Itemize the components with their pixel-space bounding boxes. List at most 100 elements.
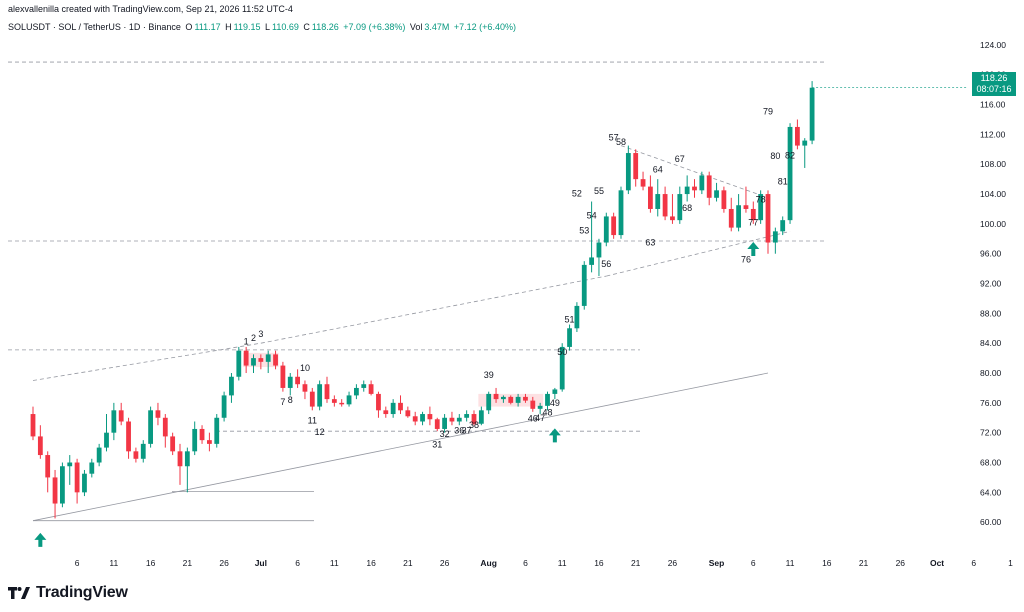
candle-body	[361, 384, 367, 388]
wave-label: 78	[756, 194, 766, 204]
candle-body	[37, 436, 43, 456]
candle-body	[633, 153, 639, 180]
trendline	[260, 275, 607, 344]
candle-body	[346, 395, 352, 405]
volume-value: 3.47M	[424, 22, 450, 32]
candle-body	[354, 387, 359, 396]
x-axis-tick: 26	[896, 558, 906, 568]
wave-label: 46	[528, 414, 538, 424]
candle-body	[787, 126, 793, 221]
candle-body	[552, 389, 558, 394]
candle-body	[412, 416, 418, 422]
symbol-name[interactable]: SOLUSDT · SOL / TetherUS · 1D · Binance	[8, 22, 181, 32]
x-axis-tick: 21	[183, 558, 193, 568]
candle-body	[493, 393, 499, 400]
y-axis-tick: 124.00	[980, 40, 1006, 50]
wave-label: 48	[542, 408, 552, 418]
candle-body	[67, 462, 73, 467]
x-axis-tick: 11	[786, 558, 795, 568]
y-axis-tick: 68.00	[980, 458, 1002, 468]
wave-label: 1	[244, 337, 249, 347]
candle-body	[581, 264, 587, 306]
y-axis-tick: 72.00	[980, 428, 1002, 438]
candle-body	[589, 257, 594, 265]
candle-body	[456, 417, 462, 422]
buy-signal-arrow	[747, 241, 760, 256]
last-price-tag: 118.26 08:07:16	[972, 72, 1016, 96]
candle-body	[508, 396, 514, 403]
open-label: O	[185, 22, 193, 32]
buy-signal-arrow	[34, 532, 47, 547]
x-axis-tick: 6	[75, 558, 80, 568]
wave-label: 80	[770, 151, 780, 161]
x-axis-tick: 26	[668, 558, 678, 568]
candle-body	[177, 451, 183, 467]
candle-body	[229, 376, 234, 396]
candle-body	[501, 396, 506, 400]
tradingview-logo[interactable]: TradingView	[8, 584, 128, 602]
candle-body	[118, 410, 124, 422]
candle-body	[677, 194, 683, 221]
x-axis-tick: 6	[751, 558, 756, 568]
candle-body	[96, 447, 102, 463]
x-axis-tick: 16	[594, 558, 604, 568]
candle-body	[295, 376, 300, 385]
x-axis-tick: 16	[366, 558, 376, 568]
candle-body	[758, 194, 764, 221]
candle-body	[567, 328, 572, 347]
wave-label: 51	[565, 314, 575, 324]
candle-body	[265, 354, 271, 362]
candle-body	[611, 216, 617, 236]
candle-body	[780, 220, 786, 232]
wave-label: 50	[557, 347, 567, 357]
candle-body	[331, 399, 337, 403]
candle-body	[427, 414, 433, 420]
wave-label: 2	[251, 333, 256, 343]
wave-label: 12	[315, 427, 325, 437]
candle-body	[74, 462, 80, 493]
x-axis-tick: 11	[330, 558, 339, 568]
wave-label: 54	[587, 211, 597, 221]
candle-body	[420, 414, 425, 422]
candle-body	[706, 175, 712, 198]
y-axis-tick: 64.00	[980, 487, 1002, 497]
candle-body	[89, 462, 95, 474]
candle-body	[530, 400, 536, 409]
x-axis-tick: 26	[440, 558, 450, 568]
wave-label: 57	[609, 132, 619, 142]
wave-label: 55	[594, 186, 604, 196]
wave-label: 10	[300, 363, 310, 373]
x-axis-tick: 21	[859, 558, 869, 568]
wave-label: 67	[675, 154, 685, 164]
candle-body	[376, 393, 381, 411]
wave-label: 37	[462, 425, 472, 435]
y-axis-tick: 112.00	[980, 129, 1006, 139]
candle-body	[648, 186, 653, 209]
wave-label: 32	[440, 429, 450, 439]
candle-body	[478, 410, 484, 424]
candle-body	[324, 384, 330, 400]
y-axis-tick: 108.00	[980, 159, 1006, 169]
x-axis-tick: 26	[219, 558, 229, 568]
candle-body	[309, 391, 315, 407]
candle-body	[317, 384, 323, 407]
x-axis-tick: Oct	[930, 558, 944, 568]
candle-body	[486, 393, 492, 411]
high-value: 119.15	[233, 22, 261, 32]
wave-label: 39	[484, 370, 494, 380]
candle-body	[655, 194, 661, 209]
last-price-value: 118.26	[980, 73, 1008, 83]
open-value: 111.17	[194, 22, 221, 32]
candle-body	[30, 414, 36, 437]
candle-body	[603, 216, 609, 243]
wave-label: 52	[572, 188, 582, 198]
candle-body	[523, 396, 528, 401]
candle-body	[772, 231, 778, 243]
candle-body	[184, 451, 190, 467]
y-axis-tick: 88.00	[980, 308, 1002, 318]
candle-body	[670, 216, 675, 221]
candle-body	[750, 208, 756, 221]
wave-label: 49	[550, 398, 560, 408]
y-axis-tick: 100.00	[980, 219, 1006, 229]
